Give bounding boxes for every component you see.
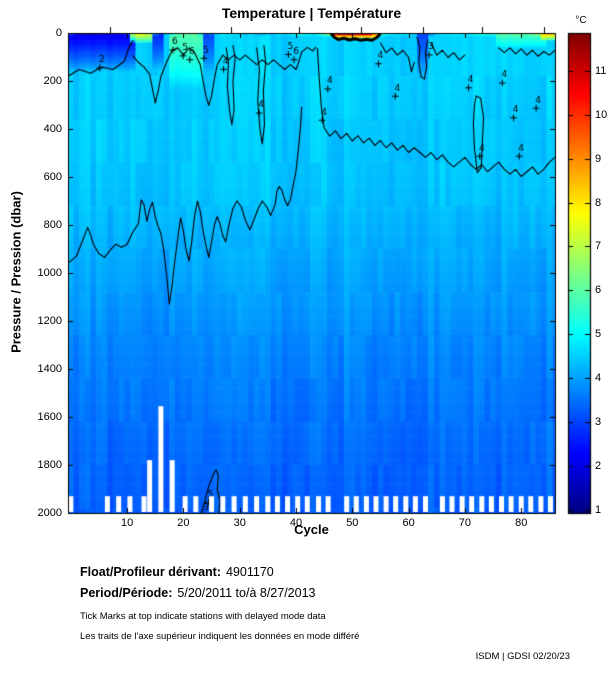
y-tick-1600: 1600 (37, 411, 62, 423)
period-line: Period/Période: 5/20/2011 to/à 8/27/2013 (80, 586, 315, 600)
y-tick-0: 0 (55, 27, 62, 39)
y-tick-1200: 1200 (37, 315, 62, 327)
x-tick-40: 40 (289, 517, 303, 529)
colorbar-tick-1: 1 (595, 503, 602, 516)
chart-title: Temperature | Température (221, 5, 402, 21)
x-tick-80: 80 (515, 517, 528, 529)
colorbar-tick-10: 10 (595, 108, 608, 121)
y-tick-1000: 1000 (37, 267, 62, 279)
y-tick-2000: 2000 (37, 507, 62, 519)
x-tick-60: 60 (402, 517, 415, 529)
colorbar-tick-3: 3 (595, 416, 602, 429)
period-label: Period/Période: (80, 586, 173, 600)
y-tick-400: 400 (43, 123, 62, 135)
colorbar-tick-11: 11 (595, 64, 607, 77)
colorbar-tick-4: 4 (595, 372, 602, 385)
period-value: 5/20/2011 to/à 8/27/2013 (177, 586, 316, 600)
y-tick-200: 200 (43, 75, 62, 87)
colorbar-tick-2: 2 (595, 460, 602, 472)
colorbar-unit-label: °C (575, 15, 587, 26)
x-tick-20: 20 (177, 517, 190, 529)
x-axis-label: Cycle (294, 522, 329, 537)
y-tick-800: 800 (43, 219, 62, 231)
y-tick-1400: 1400 (37, 363, 62, 375)
note-english: Tick Marks at top indicate stations with… (80, 611, 326, 622)
note-french: Les traits de l'axe supérieur indiquent … (80, 631, 360, 642)
colorbar-tick-6: 6 (595, 284, 602, 297)
float-id-line: Float/Profileur dérivant: 4901170 (80, 565, 274, 579)
float-id-label: Float/Profileur dérivant: (80, 565, 221, 579)
float-id-value: 4901170 (226, 565, 274, 579)
x-tick-70: 70 (458, 517, 472, 529)
x-tick-30: 30 (233, 517, 246, 529)
colorbar-tick-9: 9 (595, 152, 602, 165)
y-tick-600: 600 (43, 171, 62, 183)
colorbar-tick-5: 5 (595, 328, 602, 341)
colorbar-tick-7: 7 (595, 240, 602, 253)
credit-text: ISDM | GDSI 02/20/23 (475, 651, 570, 662)
x-tick-50: 50 (346, 517, 359, 529)
y-tick-1800: 1800 (37, 459, 62, 471)
x-tick-10: 10 (120, 517, 134, 529)
colorbar-tick-8: 8 (595, 196, 602, 209)
